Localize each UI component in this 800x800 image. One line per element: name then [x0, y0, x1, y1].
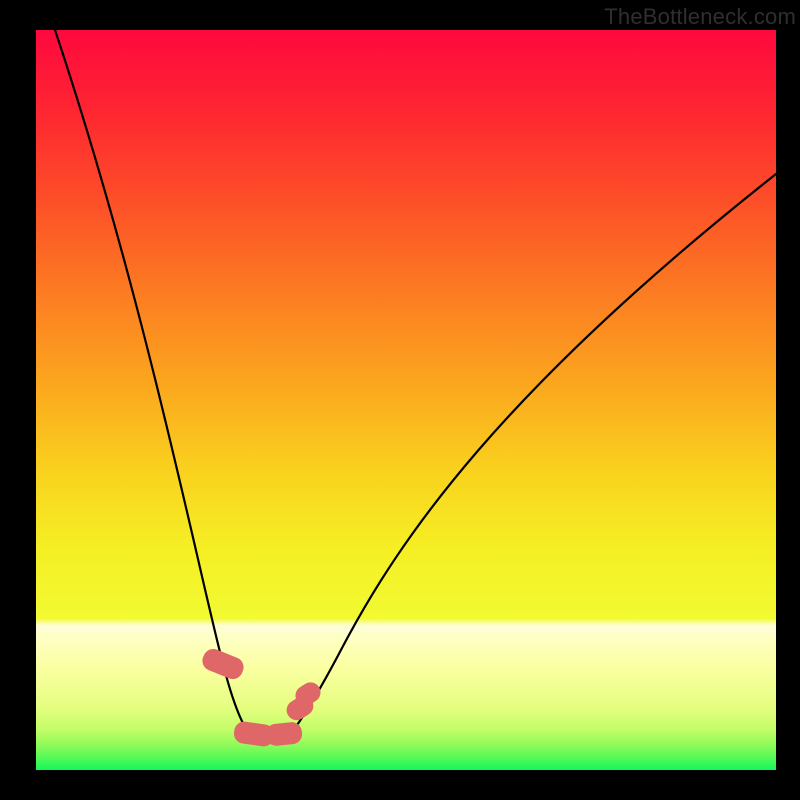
- bottleneck-chart: [0, 0, 800, 800]
- watermark-text: TheBottleneck.com: [604, 4, 796, 30]
- gradient-background: [36, 30, 776, 770]
- frame-right: [776, 0, 800, 800]
- frame-bottom: [0, 770, 800, 800]
- frame-left: [0, 0, 36, 800]
